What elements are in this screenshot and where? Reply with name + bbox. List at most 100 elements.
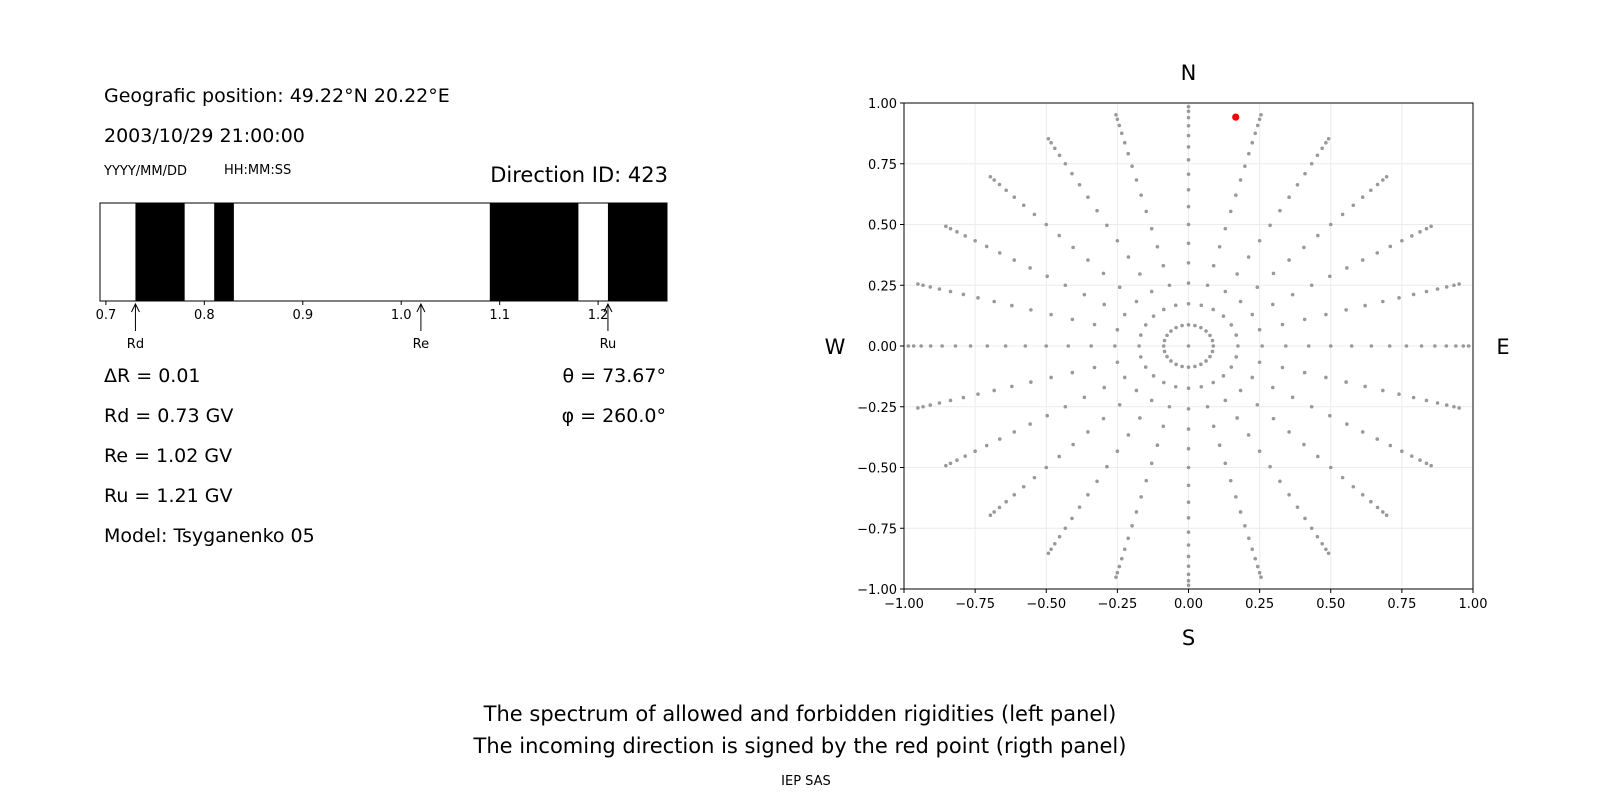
direction-point (1253, 131, 1258, 136)
direction-point (1003, 344, 1008, 348)
compass-west: W (825, 335, 846, 359)
re-value: Re = 1.02 GV (104, 445, 233, 467)
x-tick-label: 0.25 (1245, 597, 1274, 612)
direction-point (1122, 547, 1127, 552)
direction-point (1053, 146, 1057, 151)
direction-id: Direction ID: 423 (490, 163, 668, 187)
direction-point (1221, 314, 1226, 318)
direction-point (1186, 158, 1191, 162)
direction-point (1070, 370, 1075, 375)
y-tick-label: −0.50 (857, 462, 897, 477)
direction-point (928, 344, 933, 348)
direction-point (1328, 344, 1333, 348)
direction-point (916, 406, 920, 410)
direction-point (1340, 212, 1345, 217)
direction-point (1309, 283, 1314, 288)
direction-point (1086, 493, 1090, 497)
direction-point (997, 505, 1002, 510)
direction-point (1457, 406, 1461, 410)
direction-point (1063, 161, 1068, 166)
y-tick-label: 0.75 (868, 158, 897, 173)
compass-north: N (1181, 61, 1197, 85)
direction-point (1167, 283, 1172, 288)
direction-point (1309, 526, 1314, 531)
direction-point (963, 454, 968, 458)
direction-point (992, 388, 996, 393)
direction-point (1287, 493, 1291, 497)
direction-point (1186, 261, 1191, 265)
direction-point (1186, 564, 1191, 569)
direction-point (1328, 274, 1332, 279)
direction-point (1186, 145, 1191, 149)
direction-point (1010, 384, 1014, 389)
direction-point (1381, 178, 1385, 182)
direction-point (1057, 534, 1062, 539)
direction-point (1162, 338, 1167, 343)
direction-point (1046, 136, 1051, 141)
direction-point (1466, 344, 1471, 348)
direction-point (1122, 375, 1127, 380)
direction-point (1021, 484, 1026, 489)
direction-point (1454, 344, 1458, 348)
direction-point (1369, 499, 1373, 504)
direction-point (1278, 479, 1282, 484)
direction-point (1255, 285, 1260, 290)
direction-point (1049, 312, 1053, 317)
direction-point (1028, 422, 1032, 426)
direction-point (1117, 402, 1122, 407)
direction-point (1134, 299, 1139, 304)
ru-value: Ru = 1.21 GV (104, 485, 233, 507)
direction-point (1253, 556, 1258, 561)
direction-point (1284, 344, 1288, 348)
direction-point (1238, 178, 1243, 182)
direction-point (948, 398, 953, 403)
direction-point (1411, 395, 1416, 400)
spectrum-tick-label: 0.9 (292, 308, 313, 323)
direction-point (1250, 312, 1255, 317)
direction-point (1344, 380, 1348, 384)
x-tick-label: 0.75 (1387, 597, 1416, 612)
direction-point (976, 392, 980, 396)
direction-point (961, 395, 966, 400)
direction-point (1092, 365, 1097, 370)
direction-point (1186, 281, 1191, 285)
direction-point (1012, 258, 1017, 262)
direction-point (1324, 547, 1328, 552)
direction-point (1223, 461, 1228, 466)
direction-point (1424, 461, 1429, 466)
direction-point (1257, 117, 1262, 122)
direction-point (1345, 266, 1349, 270)
direction-point (1070, 171, 1074, 176)
direction-point (1105, 223, 1109, 228)
direction-point (1211, 380, 1216, 385)
direction-point (1309, 161, 1314, 166)
direction-point (1169, 329, 1173, 333)
direction-point (1114, 113, 1118, 117)
scatter-ticks: −1.00−1.00 −0.75 −0.75 −0.50 −0.50 −0.25 −0.25… (857, 97, 1487, 612)
direction-point (1144, 478, 1149, 483)
direction-point (1388, 443, 1393, 448)
direction-point (940, 344, 944, 348)
direction-point (1186, 543, 1191, 547)
direction-point (1255, 123, 1260, 128)
direction-point (961, 292, 966, 297)
direction-point (1255, 402, 1260, 407)
direction-point (1234, 333, 1239, 337)
direction-point (1186, 554, 1191, 559)
direction-point (921, 283, 925, 288)
direction-point (906, 344, 911, 348)
direction-point (1186, 222, 1191, 227)
time-format-label: HH:MM:SS (224, 163, 292, 178)
direction-point (1315, 153, 1320, 158)
y-tick-label: −0.75 (857, 522, 897, 537)
direction-point (1435, 287, 1440, 291)
date-format-label: YYYY/MM/DD (104, 164, 187, 179)
direction-point (1186, 133, 1191, 138)
direction-point (1126, 151, 1130, 156)
direction-point (1210, 338, 1215, 343)
direction-point (919, 344, 923, 348)
direction-point (1388, 244, 1393, 249)
direction-point (1223, 289, 1228, 294)
direction-point (948, 289, 953, 294)
direction-point (1351, 484, 1356, 489)
